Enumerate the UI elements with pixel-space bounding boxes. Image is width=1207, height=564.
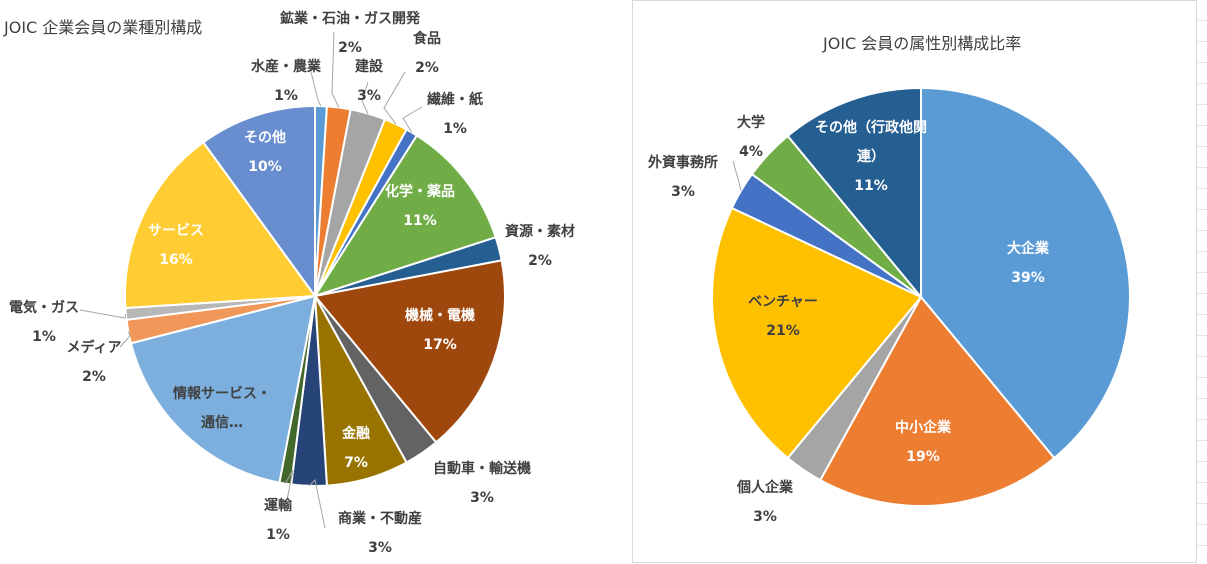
industry-data-label-16: その他 10% (244, 129, 286, 175)
industry-leader-line-11 (284, 469, 294, 501)
industry-data-label-14: 電気・ガス 1% (9, 299, 79, 345)
industry-slice-15 (123, 140, 317, 309)
industry-data-label-5: 化学・薬品 11% (385, 183, 455, 229)
industry-data-label-8: 自動車・輸送機 3% (433, 460, 531, 506)
industry-data-label-13: メディア 2% (66, 339, 121, 385)
industry-data-label-9: 金融 7% (341, 425, 370, 471)
industry-leader-line-14 (79, 309, 127, 319)
industry-leader-line-1 (331, 31, 340, 108)
attribute-data-label-6: その他（行政他関連） 11% (815, 119, 927, 194)
industry-data-label-1: 鉱業・石油・ガス開発 2% (280, 10, 421, 56)
industry-slice-7 (313, 259, 506, 444)
industry-leader-line-2 (361, 81, 369, 114)
attribute-slice-6 (786, 86, 922, 300)
attribute-chart-title: JOIC 会員の属性別構成比率 (823, 34, 1022, 53)
industry-data-label-7: 機械・電機 17% (405, 307, 475, 353)
industry-leader-line-4 (402, 106, 423, 133)
attribute-slice-0 (920, 86, 1131, 460)
attribute-data-label-0: 大企業 39% (1007, 240, 1050, 286)
industry-data-label-12: 情報サービス・通信… (173, 385, 271, 431)
attribute-data-label-3: ベンチャー 21% (748, 294, 818, 339)
industry-leader-line-13 (119, 331, 131, 348)
industry-leader-line-3 (383, 71, 406, 125)
industry-slice-12 (129, 294, 317, 484)
attribute-slice-1 (818, 295, 1056, 507)
attribute-slice-3 (711, 206, 923, 460)
industry-data-label-2: 建設 3% (355, 58, 384, 104)
industry-data-label-6: 資源・素材 2% (505, 223, 575, 269)
attribute-data-label-2: 個人企業 3% (736, 479, 794, 525)
industry-leader-line-10 (308, 478, 326, 529)
industry-data-label-10: 商業・不動産 3% (338, 510, 422, 556)
industry-slice-5 (312, 134, 497, 298)
attribute-leader-line-4 (732, 160, 742, 191)
industry-leader-line-0 (308, 63, 322, 107)
industry-data-label-3: 食品 2% (413, 30, 441, 76)
industry-data-label-0: 水産・農業 1% (251, 58, 322, 104)
industry-pie-chart: 水産・農業 1%鉱業・石油・ガス開発 2%建設 3% 食品 2% 繊維・紙 1% 化学・薬品 11… (9, 10, 575, 556)
industry-slice-16 (201, 104, 316, 300)
attribute-chart-panel: JOIC 会員の属性別構成比率 大企業 39% 中小企業 19% 個人企業 3% ベンチャー… (632, 0, 1207, 563)
industry-data-label-11: 運輸 1% (264, 497, 293, 543)
attribute-pie-chart: 大企業 39% 中小企業 19% 個人企業 3% ベンチャー 21% 外資事務所 3% 大学 4% その… (648, 86, 1131, 525)
attribute-data-label-1: 中小企業 19% (895, 419, 952, 465)
industry-data-label-4: 繊維・紙 1% (427, 91, 483, 137)
industry-data-label-15: サービス 16% (148, 223, 204, 268)
industry-chart-panel: JOIC 企業会員の業種別構成 水産・農業 1% 鉱業・石油・ガス開発 2% 建設 3% 食… (4, 10, 575, 556)
attribute-data-label-5: 大学 4% (737, 114, 765, 160)
industry-chart-title: JOIC 企業会員の業種別構成 (4, 18, 203, 37)
spreadsheet-grid-strip (1196, 0, 1207, 563)
attribute-data-label-4: 外資事務所 3% (648, 154, 718, 200)
